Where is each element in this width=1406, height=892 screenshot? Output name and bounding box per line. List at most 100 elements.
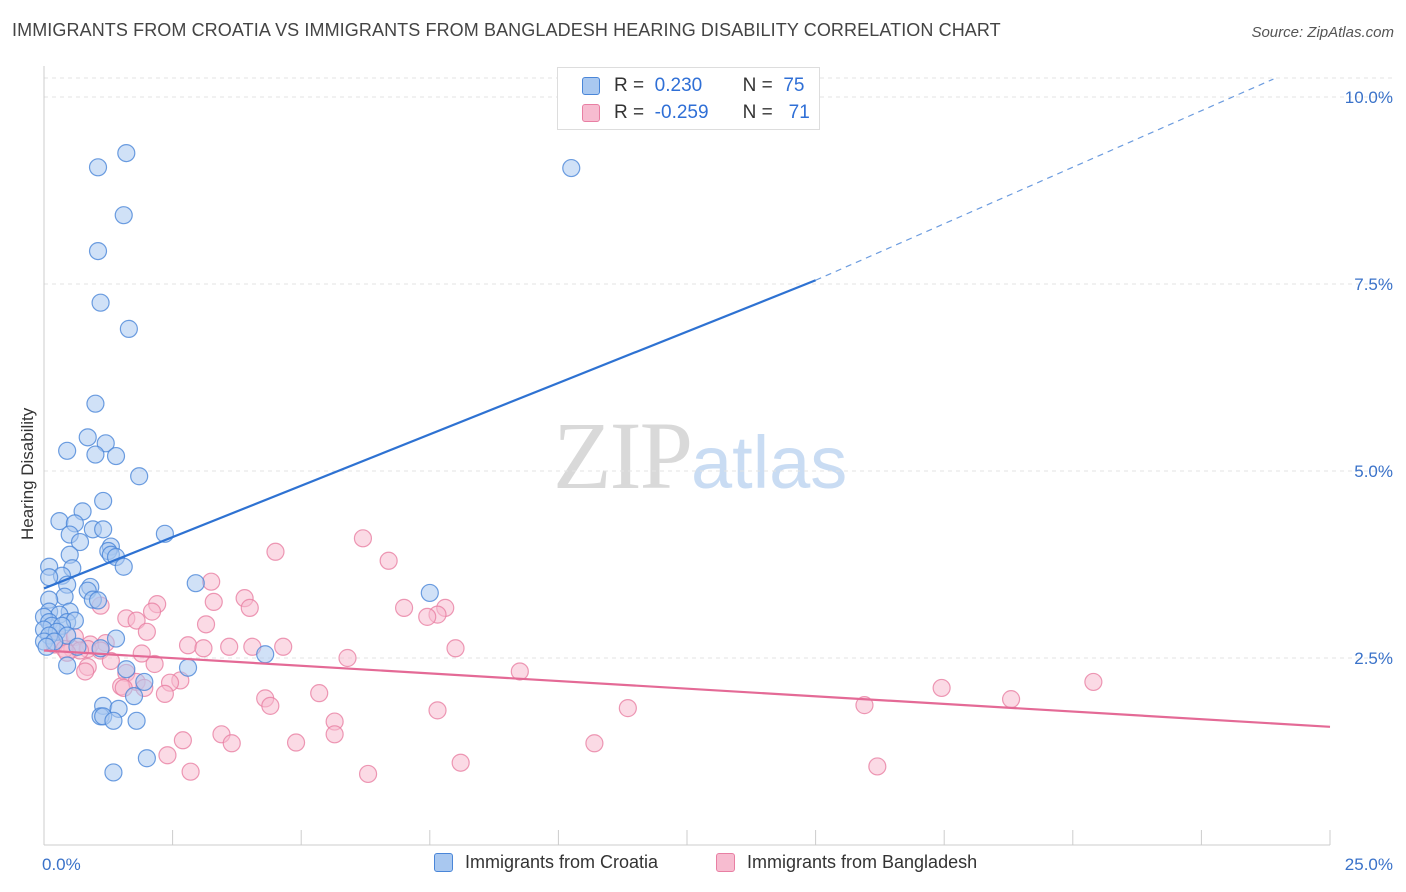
croatia-point (114, 206, 133, 225)
croatia-point (106, 446, 126, 466)
croatia-point (135, 672, 154, 692)
croatia-point (127, 711, 146, 730)
bangladesh-point (379, 551, 398, 570)
bangladesh-point (266, 542, 285, 561)
bangladesh-point (510, 662, 529, 681)
bangladesh-point (325, 725, 344, 744)
croatia-point (86, 445, 105, 464)
bangladesh-point (286, 733, 306, 752)
legend-item-bangladesh: Immigrants from Bangladesh (716, 852, 977, 873)
bangladesh-point (145, 654, 164, 674)
croatia-point (86, 394, 105, 413)
croatia-point (106, 629, 126, 648)
bangladesh-point (137, 622, 156, 641)
croatia-swatch (582, 77, 600, 95)
bangladesh-point (855, 696, 874, 715)
bangladesh-point (155, 684, 174, 704)
bangladesh-point (358, 764, 378, 784)
bangladesh-point (173, 731, 192, 750)
bangladesh-point (932, 678, 951, 698)
bangladesh-point (204, 592, 223, 612)
bangladesh-r-label: R = (614, 102, 645, 123)
bangladesh-point (451, 753, 470, 772)
croatia-point (117, 660, 136, 679)
croatia-trend-line (43, 279, 817, 590)
bangladesh-point (240, 598, 259, 617)
croatia-point (91, 293, 110, 312)
bangladesh-point (310, 684, 329, 703)
croatia-point (256, 645, 275, 664)
y-tick-label: 7.5% (1354, 275, 1393, 294)
watermark: ZIPatlas (553, 400, 847, 511)
bangladesh-point (274, 637, 293, 656)
bangladesh-point (428, 701, 447, 720)
bangladesh-point (1001, 690, 1021, 709)
bangladesh-r-value: -0.259 (654, 102, 709, 123)
croatia-point (94, 520, 113, 539)
croatia-point (70, 532, 90, 552)
bangladesh-point (194, 639, 213, 658)
bangladesh-point (127, 611, 146, 630)
bangladesh-point (585, 734, 604, 753)
bangladesh-point (220, 637, 239, 656)
croatia-point (88, 158, 108, 177)
croatia-point (104, 763, 123, 782)
bangladesh-point (132, 644, 151, 663)
croatia-trend-extension (815, 78, 1274, 281)
bangladesh-point (178, 636, 198, 655)
croatia-point (58, 656, 77, 675)
bangladesh-point (261, 696, 280, 715)
legend-croatia-label: Immigrants from Croatia (465, 852, 659, 872)
legend-item-croatia: Immigrants from Croatia (434, 852, 658, 873)
croatia-point (137, 749, 156, 768)
croatia-point (58, 441, 77, 460)
croatia-point (119, 319, 138, 338)
x-tick-label: 25.0% (1345, 855, 1393, 874)
legend-bangladesh-label: Immigrants from Bangladesh (747, 852, 978, 872)
correlation-legend: R = 0.230 N = 75 R = -0.259 N = 71 (557, 67, 820, 130)
y-tick-label: 5.0% (1354, 462, 1393, 481)
bangladesh-swatch (582, 104, 600, 122)
bangladesh-point (222, 734, 241, 753)
legend-bangladesh-swatch (716, 853, 735, 872)
croatia-point (78, 428, 97, 447)
croatia-n-value: 75 (783, 75, 805, 96)
croatia-point (117, 144, 136, 163)
croatia-point (96, 434, 115, 453)
watermark-zip: ZIP (553, 402, 693, 509)
bangladesh-point (868, 757, 887, 776)
croatia-point (68, 637, 87, 656)
croatia-point (104, 711, 123, 730)
bangladesh-point (418, 607, 437, 626)
croatia-point (124, 687, 144, 706)
bangladesh-point (196, 615, 216, 634)
bangladesh-point (202, 572, 221, 591)
croatia-point (88, 591, 108, 610)
bangladesh-point (618, 699, 637, 718)
bangladesh-trend-line (43, 649, 1331, 728)
y-tick-label: 10.0% (1345, 88, 1393, 107)
bangladesh-point (1084, 672, 1103, 692)
legend-croatia-swatch (434, 853, 453, 872)
croatia-n-label: N = (742, 75, 773, 96)
bangladesh-point (158, 746, 177, 765)
bangladesh-n-label: N = (742, 102, 773, 123)
bangladesh-point (76, 662, 95, 681)
bangladesh-point (338, 648, 357, 668)
croatia-point (186, 574, 205, 593)
croatia-r-label: R = (614, 75, 645, 96)
croatia-point (130, 467, 149, 486)
bangladesh-n-value: 71 (788, 102, 810, 123)
bangladesh-point (181, 762, 200, 781)
croatia-point (178, 658, 198, 677)
watermark-atlas: atlas (691, 421, 848, 504)
y-tick-label: 2.5% (1354, 649, 1393, 668)
bangladesh-point (353, 529, 373, 548)
source-credit: Source: ZipAtlas.com (1251, 24, 1394, 41)
chart-title: IMMIGRANTS FROM CROATIA VS IMMIGRANTS FR… (12, 20, 1001, 40)
croatia-point (94, 491, 113, 511)
bangladesh-point (446, 639, 465, 658)
croatia-point (562, 158, 581, 178)
croatia-point (37, 637, 56, 656)
